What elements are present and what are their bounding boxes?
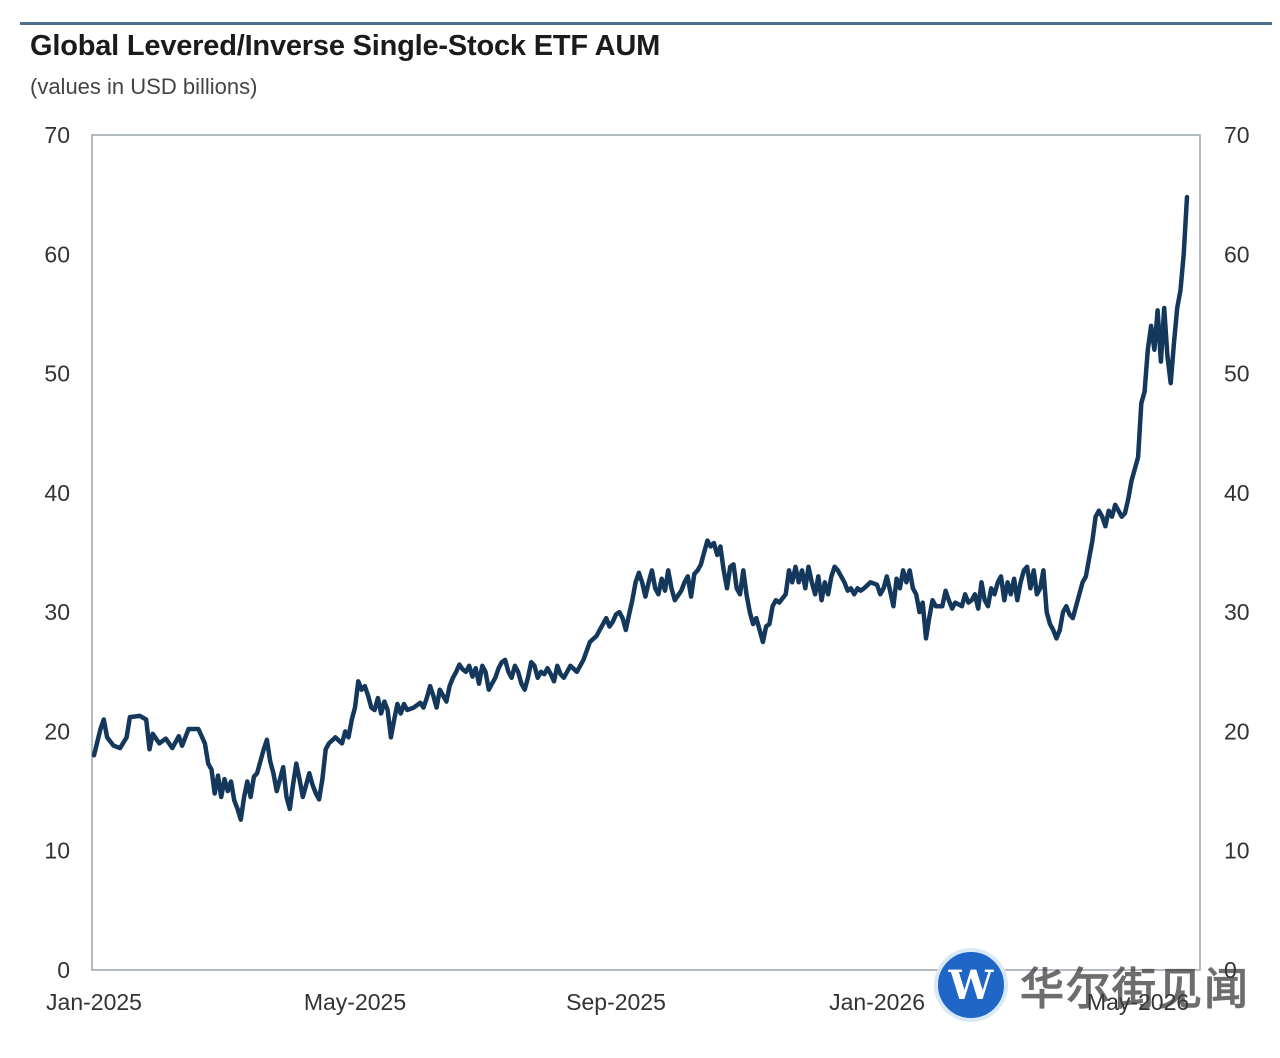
x-tick-label: May-2025 — [304, 989, 406, 1015]
chart-subtitle: (values in USD billions) — [30, 74, 258, 99]
x-tick-label: Jan-2026 — [829, 989, 925, 1015]
plot-frame — [91, 134, 1201, 971]
watermark-logo-letter: W — [948, 961, 994, 1009]
left-y-tick-label: 30 — [44, 599, 70, 625]
right-y-tick-label: 0 — [1224, 957, 1237, 983]
right-y-tick-label: 70 — [1224, 122, 1250, 148]
left-y-tick-label: 0 — [57, 957, 70, 983]
aum-series-line — [91, 194, 1190, 822]
left-y-axis: 0 10 20 30 40 50 60 70 — [44, 122, 70, 983]
x-tick-label: May-2026 — [1087, 989, 1189, 1015]
right-y-tick-label: 10 — [1224, 838, 1250, 864]
left-y-tick-label: 70 — [44, 122, 70, 148]
chart-title: Global Levered/Inverse Single-Stock ETF … — [30, 30, 661, 62]
right-y-tick-label: 60 — [1224, 241, 1250, 267]
left-y-tick-label: 10 — [44, 838, 70, 864]
right-y-axis: 0 10 20 30 40 50 60 70 — [1224, 122, 1250, 983]
right-y-tick-label: 40 — [1224, 480, 1250, 506]
left-y-tick-label: 50 — [44, 361, 70, 387]
watermark: W 华尔街见闻 — [934, 948, 1250, 1022]
watermark-text: 华尔街见闻 — [1020, 964, 1250, 1015]
x-tick-label: Sep-2025 — [566, 989, 666, 1015]
left-y-tick-label: 20 — [44, 718, 70, 744]
right-y-tick-label: 20 — [1224, 718, 1250, 744]
header-rule — [20, 22, 1272, 25]
left-y-tick-label: 40 — [44, 480, 70, 506]
right-y-tick-label: 50 — [1224, 361, 1250, 387]
x-axis: Jan-2025 May-2025 Sep-2025 Jan-2026 May-2026 — [46, 989, 1189, 1015]
right-y-tick-label: 30 — [1224, 599, 1250, 625]
watermark-logo-icon: W — [934, 948, 1008, 1022]
left-y-tick-label: 60 — [44, 241, 70, 267]
x-tick-label: Jan-2025 — [46, 989, 142, 1015]
